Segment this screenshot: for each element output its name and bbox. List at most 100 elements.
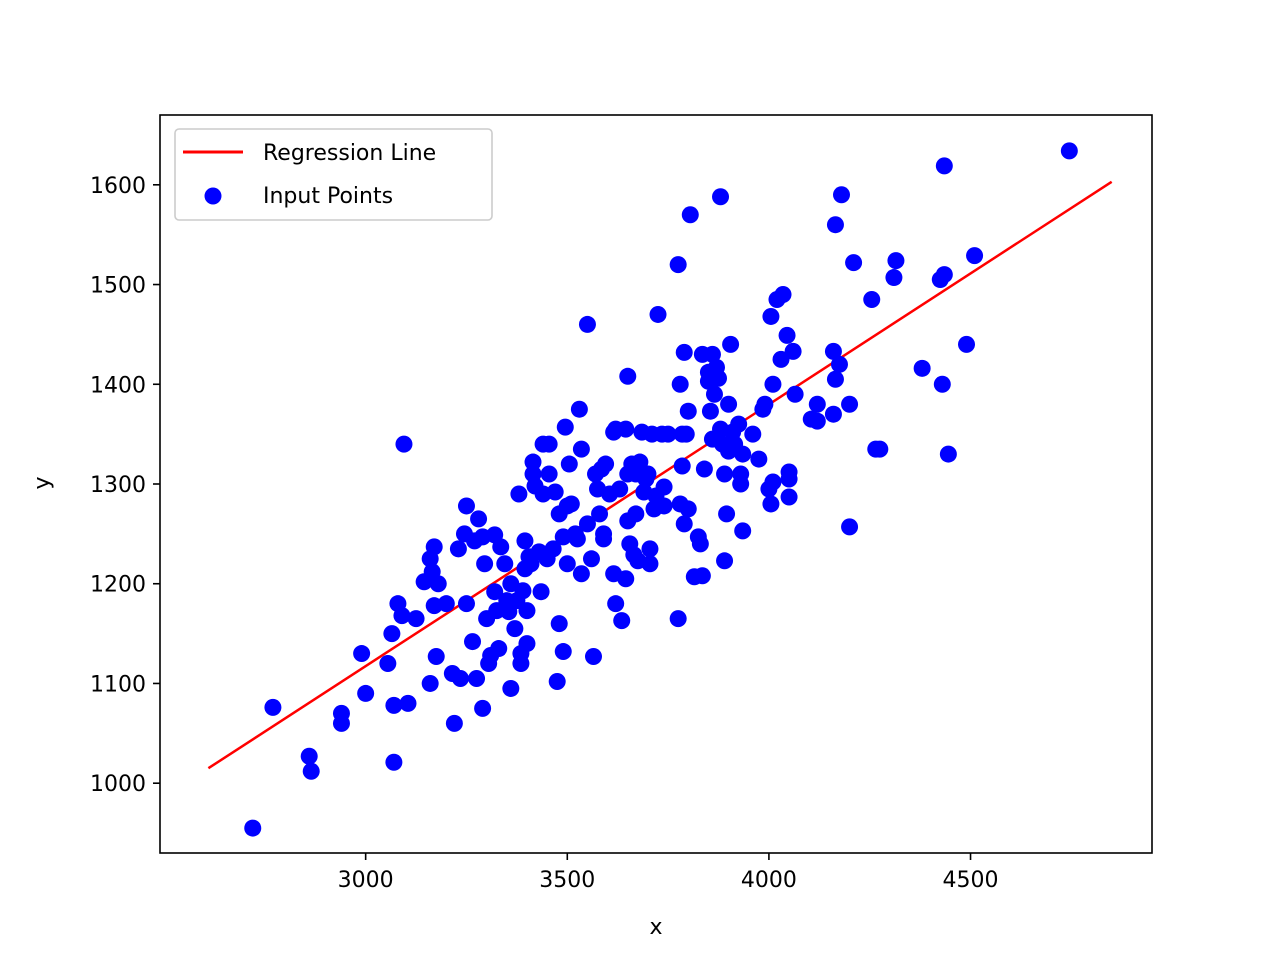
data-point (572, 440, 590, 458)
data-point (673, 457, 691, 475)
data-point (385, 753, 403, 771)
data-point (627, 505, 645, 523)
data-point (649, 305, 667, 323)
data-point (486, 583, 504, 601)
data-point (572, 565, 590, 583)
data-point (532, 583, 550, 601)
data-point (913, 359, 931, 377)
data-point (675, 343, 693, 361)
data-point (548, 672, 566, 690)
x-axis-label: x (649, 915, 662, 940)
data-point (762, 307, 780, 325)
data-point (935, 157, 953, 175)
data-point (750, 450, 768, 468)
data-point (544, 540, 562, 558)
data-point (550, 615, 568, 633)
data-point (470, 510, 488, 528)
data-point (764, 473, 782, 491)
data-point (546, 483, 564, 501)
data-point (641, 555, 659, 573)
data-point (502, 679, 520, 697)
data-point (514, 582, 532, 600)
data-point (429, 575, 447, 593)
data-point (722, 335, 740, 353)
data-point (780, 488, 798, 506)
data-point (379, 655, 397, 673)
data-point (496, 555, 514, 573)
data-point (732, 475, 750, 493)
data-point (958, 335, 976, 353)
data-point (824, 405, 842, 423)
data-point (619, 367, 637, 385)
data-point (786, 385, 804, 403)
data-point (560, 455, 578, 473)
data-point (863, 291, 881, 308)
data-point (399, 694, 417, 712)
data-point (716, 552, 734, 570)
data-point (524, 453, 542, 471)
legend-box (174, 128, 493, 221)
data-point (695, 460, 713, 478)
data-point (832, 186, 850, 204)
data-point (841, 395, 859, 413)
data-point (772, 350, 790, 368)
legend: Regression Line Input Points (174, 128, 493, 221)
data-point (935, 266, 953, 284)
data-point (562, 495, 580, 513)
data-point (655, 497, 673, 515)
data-point (669, 610, 687, 628)
data-point (611, 480, 629, 498)
data-point (617, 420, 635, 438)
axis-ticks: 3000 3500 4000 4500 1000 1100 1200 1300 1400 1500… (90, 174, 999, 893)
data-point (808, 395, 826, 413)
data-point (734, 445, 752, 463)
data-point (570, 400, 588, 418)
data-point (871, 440, 889, 458)
data-point (578, 315, 596, 333)
data-point (730, 415, 748, 433)
data-point (595, 530, 613, 548)
data-point (830, 355, 848, 373)
data-point (845, 254, 863, 272)
data-point (516, 532, 534, 550)
data-point (659, 425, 677, 443)
data-point (383, 625, 401, 643)
data-point (613, 612, 631, 630)
plot-area (207, 142, 1113, 837)
data-point (578, 515, 596, 533)
data-point (939, 445, 957, 463)
data-point (710, 369, 728, 387)
y-tick-label: 1200 (90, 573, 146, 598)
data-point (718, 505, 736, 523)
data-point (584, 648, 602, 666)
legend-input-points-marker (204, 187, 222, 205)
data-point (506, 620, 524, 638)
data-point (437, 595, 455, 613)
data-point (476, 555, 494, 573)
legend-input-points-label: Input Points (263, 184, 393, 209)
data-point (784, 342, 802, 360)
data-point (655, 478, 673, 496)
data-point (679, 402, 697, 420)
data-point (966, 247, 984, 265)
data-point (425, 538, 443, 556)
data-point (395, 435, 413, 453)
data-point (675, 515, 693, 533)
x-tick-label: 4500 (943, 868, 999, 893)
data-point (705, 385, 723, 403)
data-point (492, 538, 510, 556)
x-tick-label: 3000 (338, 868, 394, 893)
data-point (518, 602, 536, 620)
data-point (826, 370, 844, 388)
data-point (824, 342, 842, 360)
data-point (407, 610, 425, 628)
data-point (558, 555, 576, 573)
data-point (639, 465, 657, 483)
data-point (762, 495, 780, 513)
data-point (468, 669, 486, 687)
data-point (774, 286, 792, 304)
y-tick-label: 1600 (90, 174, 146, 199)
data-point (617, 570, 635, 588)
data-point (716, 465, 734, 483)
